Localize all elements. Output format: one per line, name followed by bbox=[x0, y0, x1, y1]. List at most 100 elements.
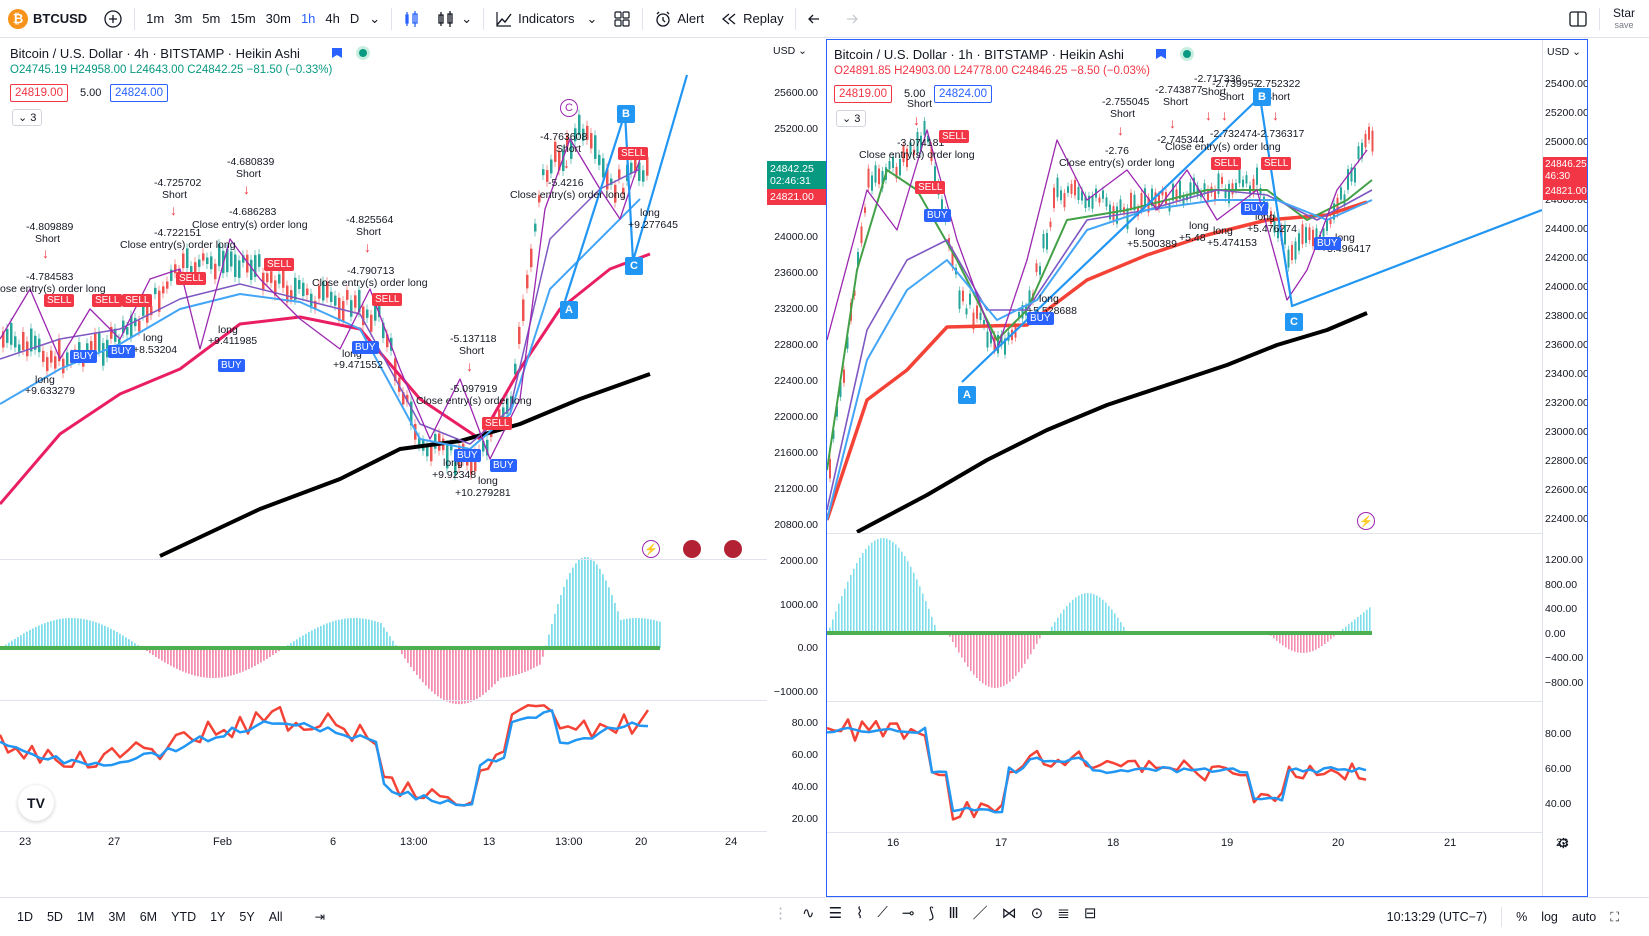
indicators-collapse-button[interactable]: ⌄ 3 bbox=[836, 110, 867, 127]
range-all[interactable]: All bbox=[268, 909, 283, 924]
histogram-bar bbox=[1108, 605, 1110, 633]
range-5d[interactable]: 5D bbox=[46, 909, 63, 924]
xabcd-pattern-icon[interactable]: ⋈ bbox=[1001, 904, 1017, 922]
timeframe-15m[interactable]: 15m bbox=[230, 11, 256, 26]
candle-body bbox=[843, 369, 845, 383]
histogram-bar bbox=[308, 632, 310, 648]
timeframe-d[interactable]: D bbox=[349, 11, 360, 26]
fullscreen-icon[interactable]: ⛶ bbox=[1610, 909, 1619, 924]
chevron-down-icon: ⌄ bbox=[461, 10, 473, 26]
range-1m[interactable]: 1M bbox=[76, 909, 95, 924]
compare-symbol-button[interactable] bbox=[95, 0, 131, 38]
undo-button[interactable] bbox=[799, 0, 833, 38]
timeframe-30m[interactable]: 30m bbox=[265, 11, 291, 26]
range-6m[interactable]: 6M bbox=[139, 909, 158, 924]
range-ytd[interactable]: YTD bbox=[171, 909, 197, 924]
candle-body bbox=[1298, 233, 1300, 251]
percent-toggle[interactable]: % bbox=[1516, 910, 1528, 924]
candle-body bbox=[46, 357, 49, 372]
left-price-axis[interactable]: USD ⌄ 25600.0025200.0024800.0024400.0024… bbox=[767, 39, 826, 897]
drag-handle-icon[interactable]: ⋮ bbox=[773, 904, 788, 922]
path-icon[interactable]: ⟋ bbox=[877, 904, 888, 921]
range-5y[interactable]: 5Y bbox=[239, 909, 255, 924]
timeframe-1m[interactable]: 1m bbox=[146, 11, 165, 26]
range-1y[interactable]: 1Y bbox=[210, 909, 226, 924]
timeframe-5m[interactable]: 5m bbox=[202, 11, 221, 26]
axis-currency[interactable]: USD ⌄ bbox=[1547, 46, 1581, 58]
left-chart-canvas[interactable] bbox=[0, 39, 767, 897]
redo-button[interactable] bbox=[833, 0, 867, 38]
indicators-collapse-button[interactable]: ⌄ 3 bbox=[12, 109, 43, 126]
candle-body bbox=[839, 382, 842, 398]
buy-button[interactable]: 24824.00 bbox=[110, 84, 168, 102]
us-flag-icon[interactable] bbox=[724, 540, 742, 558]
histogram-bar bbox=[901, 551, 903, 633]
lines-icon[interactable]: ☰ bbox=[828, 904, 843, 922]
candle-body bbox=[34, 335, 37, 350]
horizontal-ray-icon[interactable]: ⊸ bbox=[901, 904, 915, 922]
wave-label-b[interactable]: B bbox=[1253, 88, 1271, 106]
chart-type-button[interactable]: ⌄ bbox=[429, 0, 480, 38]
flag-icon[interactable] bbox=[1156, 49, 1166, 59]
wave-label-a[interactable]: A bbox=[958, 386, 976, 404]
pane-divider[interactable] bbox=[0, 559, 767, 560]
candle-body bbox=[594, 135, 597, 159]
wave-circle-c[interactable]: C bbox=[560, 99, 578, 117]
lightning-icon[interactable]: ⚡ bbox=[1357, 512, 1375, 530]
save-layout-button[interactable]: Star save bbox=[1603, 0, 1649, 38]
projection-icon[interactable]: ⊟ bbox=[1083, 904, 1097, 922]
pane-divider[interactable] bbox=[827, 533, 1587, 534]
wave-label-c[interactable]: C bbox=[1285, 313, 1303, 331]
clock-value[interactable]: 10:13:29 (UTC−7) bbox=[1386, 910, 1488, 924]
log-toggle[interactable]: log bbox=[1541, 910, 1558, 924]
bar-type-button[interactable] bbox=[395, 0, 429, 38]
go-to-date-icon[interactable]: ⇥ bbox=[314, 910, 326, 924]
indicators-button[interactable]: Indicators ⌄ bbox=[487, 0, 605, 38]
auto-toggle[interactable]: auto bbox=[1571, 910, 1597, 924]
left-chart-pane[interactable]: Bitcoin / U.S. Dollar · 4h · BITSTAMP · … bbox=[0, 39, 767, 897]
wave-label-b[interactable]: B bbox=[617, 105, 635, 123]
abcd-pattern-icon[interactable]: ⌇ bbox=[856, 904, 864, 922]
axis-tick-label: 20.00 bbox=[791, 813, 818, 825]
right-chart-canvas[interactable] bbox=[827, 40, 1588, 897]
buy-button[interactable]: 24824.00 bbox=[934, 85, 992, 103]
trend-line-icon[interactable]: ／ bbox=[972, 905, 988, 922]
layout-split-button[interactable] bbox=[1560, 0, 1596, 38]
time-tick-label: 27 bbox=[108, 836, 121, 848]
timeframe-1h[interactable]: 1h bbox=[300, 11, 316, 26]
gear-icon[interactable]: ⚙ bbox=[1557, 835, 1570, 851]
sell-button[interactable]: 24819.00 bbox=[834, 85, 892, 103]
chevron-down-icon[interactable]: ⌄ bbox=[369, 10, 381, 26]
regression-icon[interactable]: ≣ bbox=[1057, 904, 1070, 922]
histogram-bar bbox=[1303, 633, 1305, 653]
quantity-value[interactable]: 5.00 bbox=[80, 87, 102, 99]
magnet-icon[interactable]: ⊙ bbox=[1030, 904, 1044, 922]
flag-icon[interactable] bbox=[332, 48, 342, 58]
range-3m[interactable]: 3M bbox=[108, 909, 126, 924]
tradingview-logo[interactable]: TV bbox=[18, 785, 54, 821]
quantity-value[interactable]: 5.00 bbox=[904, 88, 926, 100]
timeframe-4h[interactable]: 4h bbox=[325, 11, 340, 26]
pane-divider[interactable] bbox=[827, 701, 1587, 702]
right-chart-pane[interactable]: Bitcoin / U.S. Dollar · 1h · BITSTAMP · … bbox=[826, 39, 1588, 897]
right-price-axis[interactable]: USD ⌄ 25400.0025200.0025000.0024800.0024… bbox=[1542, 40, 1587, 896]
wave-label-c[interactable]: C bbox=[625, 257, 643, 275]
range-1d[interactable]: 1D bbox=[17, 909, 33, 924]
us-flag-icon[interactable] bbox=[683, 540, 701, 558]
sell-button[interactable]: 24819.00 bbox=[10, 84, 68, 102]
polyline-icon[interactable]: ⟆ bbox=[928, 904, 935, 922]
symbol-search[interactable]: ₿ BTCUSD bbox=[0, 0, 95, 38]
timeframe-3m[interactable]: 3m bbox=[174, 11, 193, 26]
wave-label-a[interactable]: A bbox=[560, 301, 578, 319]
elliott-wave-icon[interactable]: ∿ bbox=[802, 904, 815, 922]
lightning-icon[interactable]: ⚡ bbox=[642, 540, 660, 558]
alert-button[interactable]: Alert bbox=[646, 0, 712, 38]
pane-divider[interactable] bbox=[0, 700, 767, 701]
fib-icon[interactable]: Ⅲ bbox=[948, 904, 959, 922]
axis-currency[interactable]: USD ⌄ bbox=[773, 45, 807, 57]
histogram-bar bbox=[1363, 612, 1365, 633]
replay-button[interactable]: Replay bbox=[712, 0, 791, 38]
candle-body bbox=[1021, 305, 1024, 319]
current-price-value: 24846.25 bbox=[1545, 159, 1587, 170]
layout-templates-button[interactable] bbox=[605, 0, 639, 38]
